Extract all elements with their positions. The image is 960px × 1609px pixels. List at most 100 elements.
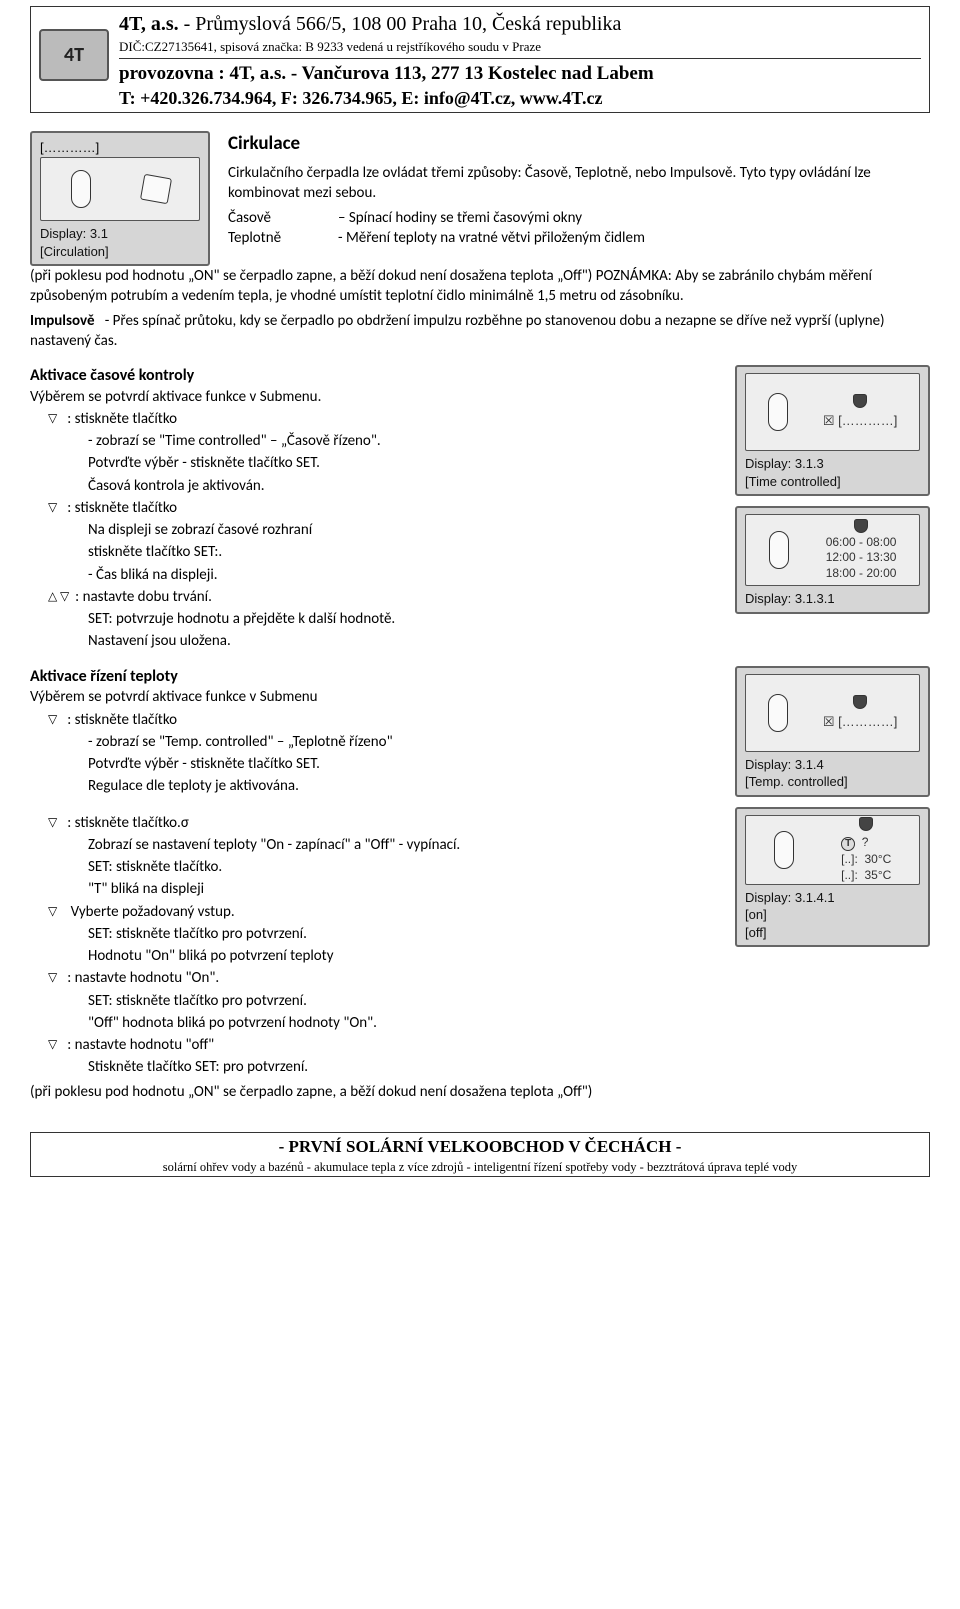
schematic-3-1-4-1: T ? [..]: 30°C [..]: 35°C <box>745 815 920 885</box>
temp-row-1: T ? <box>841 834 891 851</box>
section-temp-control: Aktivace řízení teploty Výběrem se potvr… <box>30 666 930 1102</box>
mode-teplotne-text: - Měření teploty na vratné větvi přilože… <box>338 228 645 248</box>
temp-step4b: "Off" hodnota bliká po potvrzení hodnoty… <box>30 1013 719 1033</box>
time-step3a: SET: potvrzuje hodnotu a přejděte k dalš… <box>30 609 719 629</box>
section-time-control: Aktivace časové kontroly Výběrem se potv… <box>30 365 930 652</box>
temp-row2-val: 30°C <box>864 852 891 866</box>
temp-row3-val: 35°C <box>864 868 891 882</box>
figure-3-1-4-1-sub2: [off] <box>745 924 920 942</box>
figure-3-1-4-1: T ? [..]: 30°C [..]: 35°C Display: 3.1.4… <box>735 807 930 948</box>
shower-icon <box>853 695 867 709</box>
intro-paragraph: Cirkulačního čerpadla lze ovládat třemi … <box>228 163 930 204</box>
mode-casove-text: – Spínací hodiny se třemi časovými okny <box>338 208 582 228</box>
temp-step4: : nastavte hodnotu "On". <box>30 968 719 988</box>
temp-step5: : nastavte hodnotu "off" <box>30 1035 719 1055</box>
intro-text: Cirkulace Cirkulačního čerpadla lze ovlá… <box>228 131 930 266</box>
mode-teplotne-label: Teplotně <box>228 228 338 248</box>
figure-3-1-3-display: Display: 3.1.3 <box>745 455 920 473</box>
figure-3-1-3-1: 06:00 - 08:00 12:00 - 13:30 18:00 - 20:0… <box>735 506 930 614</box>
main-content: […………] Display: 3.1 [Circulation] Cirkul… <box>30 131 930 1101</box>
figure-3-1-4-display: Display: 3.1.4 <box>745 756 920 774</box>
tank-icon <box>774 831 794 869</box>
header-registration: DIČ:CZ27135641, spisová značka: B 9233 v… <box>119 38 921 59</box>
figure-3-1-3-sub: [Time controlled] <box>745 473 920 491</box>
temp-step2c: "T" bliká na displeji <box>30 879 719 899</box>
time-step2a: Na displeji se zobrazí časové rozhraní <box>30 520 719 540</box>
time-step1: : stiskněte tlačítko <box>30 409 719 429</box>
temp-row3-label: [..]: <box>841 868 858 882</box>
time-window-2: 12:00 - 13:30 <box>826 550 897 566</box>
poznamka-paragraph: (při poklesu pod hodnotu „ON" se čerpadl… <box>30 266 930 307</box>
temp-row1-label: ? <box>862 835 869 849</box>
time-line0: Výběrem se potvrdí aktivace funkce v Sub… <box>30 387 719 407</box>
figure-3-1-3: ☒ […………] Display: 3.1.3 [Time controlled… <box>735 365 930 496</box>
shower-icon <box>853 394 867 408</box>
temp-step3: Vyberte požadovaný vstup. <box>30 902 719 922</box>
figure-3-1-4-1-sub1: [on] <box>745 906 920 924</box>
time-windows: 06:00 - 08:00 12:00 - 13:30 18:00 - 20:0… <box>826 535 897 582</box>
mode-impulsove-text: - Přes spínač průtoku, kdy se čerpadlo p… <box>30 312 885 350</box>
page-footer: - PRVNÍ SOLÁRNÍ VELKOOBCHOD V ČECHÁCH - … <box>30 1132 930 1177</box>
tank-icon <box>768 393 788 431</box>
header-line-1: 4T, a.s. - Průmyslová 566/5, 108 00 Prah… <box>119 11 921 38</box>
footer-line-2: solární ohřev vody a bazénů - akumulace … <box>35 1159 925 1176</box>
temp-line0: Výběrem se potvrdí aktivace funkce v Sub… <box>30 687 719 707</box>
time-step2c: - Čas bliká na displeji. <box>30 565 719 585</box>
temp-step1b: Potvrďte výběr - stiskněte tlačítko SET. <box>30 754 719 774</box>
mode-impulsove: Impulsově - Přes spínač průtoku, kdy se … <box>30 311 930 352</box>
company-logo: 4T <box>39 29 109 81</box>
schematic-3-1-3-1: 06:00 - 08:00 12:00 - 13:30 18:00 - 20:0… <box>745 514 920 586</box>
time-window-1: 06:00 - 08:00 <box>826 535 897 551</box>
intro-row: […………] Display: 3.1 [Circulation] Cirkul… <box>30 131 930 266</box>
temp-values-block: T ? [..]: 30°C [..]: 35°C <box>841 834 891 883</box>
temp-step3b: Hodnotu "On" bliká po potvrzení teploty <box>30 946 719 966</box>
temp-row2-label: [..]: <box>841 852 858 866</box>
figure-3-1-3-1-display: Display: 3.1.3.1 <box>745 590 920 608</box>
temp-heading: Aktivace řízení teploty <box>30 666 719 688</box>
time-step3b: Nastavení jsou uložena. <box>30 631 719 651</box>
time-figures: ☒ […………] Display: 3.1.3 [Time controlled… <box>735 365 930 614</box>
mode-casove-label: Časově <box>228 208 338 228</box>
figure-3-1-4: ☒ […………] Display: 3.1.4 [Temp. controlle… <box>735 666 930 797</box>
tank-icon <box>769 531 789 569</box>
temp-step2a: Zobrazí se nastavení teploty "On - zapín… <box>30 835 719 855</box>
temp-row-2: [..]: 30°C <box>841 851 891 867</box>
header-contacts: T: +420.326.734.964, F: 326.734.965, E: … <box>119 86 921 110</box>
temp-step4a: SET: stiskněte tlačítko pro potvrzení. <box>30 991 719 1011</box>
time-step2b: stiskněte tlačítko SET:. <box>30 542 719 562</box>
figure-3-1-wrapper: […………] Display: 3.1 [Circulation] <box>30 131 210 266</box>
tank-icon <box>71 170 91 208</box>
temp-step1c: Regulace dle teploty je aktivována. <box>30 776 719 796</box>
figure-3-1-display: Display: 3.1 <box>40 225 200 243</box>
figure-3-1-bracket: […………] <box>40 139 200 157</box>
footer-line-1: - PRVNÍ SOLÁRNÍ VELKOOBCHOD V ČECHÁCH - <box>35 1136 925 1159</box>
time-step2: : stiskněte tlačítko <box>30 498 719 518</box>
figure-3-1-4-bracket: ☒ […………] <box>823 713 898 731</box>
figure-3-1: […………] Display: 3.1 [Circulation] <box>30 131 210 266</box>
company-name: 4T, a.s. <box>119 13 179 35</box>
mode-impulsove-label: Impulsově <box>30 312 95 330</box>
temp-step2b: SET: stiskněte tlačítko. <box>30 857 719 877</box>
temp-step2: : stiskněte tlačítko.σ <box>30 813 719 833</box>
figure-3-1-sub: [Circulation] <box>40 243 200 261</box>
gauge-icon <box>139 174 171 204</box>
letterhead: 4T 4T, a.s. - Průmyslová 566/5, 108 00 P… <box>30 6 930 113</box>
schematic-3-1 <box>40 157 200 221</box>
page-title: Cirkulace <box>228 131 930 157</box>
time-step1a: - zobrazí se "Time controlled" – „Časově… <box>30 431 719 451</box>
figure-3-1-4-1-display: Display: 3.1.4.1 <box>745 889 920 907</box>
temp-step1: : stiskněte tlačítko <box>30 710 719 730</box>
temp-figures: ☒ […………] Display: 3.1.4 [Temp. controlle… <box>735 666 930 948</box>
temp-step3a: SET: stiskněte tlačítko pro potvrzení. <box>30 924 719 944</box>
header-text-block: 4T, a.s. - Průmyslová 566/5, 108 00 Prah… <box>119 11 921 110</box>
time-step1c: Časová kontrola je aktivován. <box>30 476 719 496</box>
schematic-3-1-4: ☒ […………] <box>745 674 920 752</box>
temp-sensor-icon: T <box>841 837 855 851</box>
tank-icon <box>768 694 788 732</box>
time-step3: : nastavte dobu trvání. <box>30 587 719 607</box>
schematic-3-1-3: ☒ […………] <box>745 373 920 451</box>
temp-step1a: - zobrazí se "Temp. controlled" – „Teplo… <box>30 732 719 752</box>
company-address: - Průmyslová 566/5, 108 00 Praha 10, Čes… <box>179 13 622 35</box>
logo-text: 4T <box>64 42 84 69</box>
shower-icon <box>854 519 868 533</box>
